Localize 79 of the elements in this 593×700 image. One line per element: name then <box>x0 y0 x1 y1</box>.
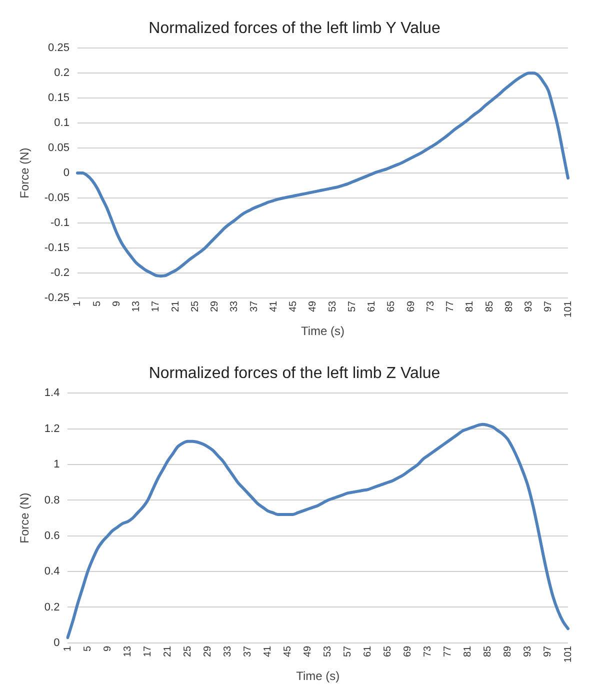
x-tick-label: 37 <box>242 645 254 658</box>
x-tick-label: 65 <box>386 300 398 312</box>
x-tick-label: 81 <box>462 645 474 658</box>
x-tick-label: 61 <box>362 645 374 658</box>
y-tick-label: 0.6 <box>44 530 60 542</box>
x-tick-label: 65 <box>382 645 394 658</box>
y-tick-label: 0.05 <box>48 142 70 154</box>
x-tick-label: 93 <box>522 645 534 658</box>
y-tick-label: 0 <box>54 636 60 649</box>
y-axis-title: Force (N) <box>18 148 32 198</box>
x-tick-label: 45 <box>288 300 300 312</box>
x-tick-label: 21 <box>170 300 182 312</box>
y-tick-label: 0.1 <box>54 117 70 130</box>
x-tick-label: 69 <box>402 645 414 658</box>
x-tick-label: 41 <box>268 300 280 312</box>
x-tick-label: 89 <box>502 645 514 658</box>
x-tick-label: 57 <box>346 300 358 312</box>
y-tick-label: -0.05 <box>44 192 70 204</box>
y-tick-label: -0.25 <box>44 292 70 304</box>
chart-title: Normalized forces of the left limb Z Value <box>148 365 440 382</box>
chart-title: Normalized forces of the left limb Y Value <box>148 20 440 38</box>
y-axis-title: Force (N) <box>18 492 32 544</box>
x-tick-label: 101 <box>562 645 574 663</box>
x-tick-label: 97 <box>542 645 554 658</box>
x-tick-label: 1 <box>62 645 74 652</box>
y-tick-label: -0.15 <box>44 242 70 254</box>
x-tick-label: 33 <box>222 645 234 658</box>
y-tick-label: 0.4 <box>44 566 60 578</box>
x-tick-label: 13 <box>131 300 142 312</box>
x-tick-label: 37 <box>248 300 260 312</box>
x-tick-label: 1 <box>72 300 84 306</box>
x-tick-label: 85 <box>482 645 494 658</box>
y-tick-label: -0.2 <box>50 266 70 279</box>
x-tick-label: 97 <box>543 300 554 312</box>
x-tick-label: 73 <box>422 645 434 658</box>
x-tick-label: 93 <box>524 300 535 312</box>
x-tick-label: 57 <box>342 645 354 658</box>
x-tick-label: 9 <box>111 300 122 306</box>
x-tick-label: 89 <box>504 300 515 312</box>
y-tick-label: 0.25 <box>48 42 70 54</box>
x-tick-label: 5 <box>82 645 94 652</box>
y-tick-label: 1.2 <box>44 422 60 435</box>
y-tick-label: 1 <box>54 458 60 471</box>
y-tick-label: 0.2 <box>54 67 70 80</box>
y-tick-label: 0.8 <box>44 494 60 506</box>
x-tick-label: 5 <box>92 300 103 306</box>
x-tick-label: 41 <box>262 645 274 658</box>
x-tick-label: 25 <box>182 645 194 658</box>
x-axis-title: Time (s) <box>296 669 340 684</box>
x-tick-label: 77 <box>445 300 456 312</box>
x-tick-label: 81 <box>464 300 476 312</box>
x-tick-label: 17 <box>142 645 154 658</box>
x-tick-label: 73 <box>425 300 436 312</box>
x-tick-label: 77 <box>442 645 454 658</box>
x-tick-label: 53 <box>327 300 338 312</box>
x-tick-label: 61 <box>366 300 378 312</box>
x-tick-label: 29 <box>202 645 214 658</box>
x-tick-label: 49 <box>302 645 314 658</box>
x-tick-label: 13 <box>122 645 134 658</box>
y-tick-label: 0.15 <box>48 92 70 104</box>
x-tick-label: 69 <box>406 300 417 312</box>
line-series <box>66 422 570 640</box>
x-tick-label: 101 <box>562 300 574 318</box>
x-tick-label: 17 <box>150 300 162 312</box>
x-tick-label: 85 <box>484 300 496 312</box>
x-tick-label: 21 <box>162 645 174 658</box>
x-tick-label: 45 <box>282 645 294 658</box>
y-tick-label: 1.4 <box>44 387 60 400</box>
x-tick-label: 33 <box>229 300 240 312</box>
y-tick-label: 0 <box>63 167 70 180</box>
y-tick-label: -0.1 <box>50 217 70 230</box>
x-tick-label: 9 <box>102 645 114 652</box>
x-tick-label: 49 <box>308 300 319 312</box>
x-axis-title: Time (s) <box>300 324 345 338</box>
x-tick-label: 53 <box>322 645 334 658</box>
line-series <box>76 72 570 278</box>
x-tick-label: 25 <box>190 300 201 312</box>
x-tick-label: 29 <box>210 300 221 312</box>
y-tick-label: 0.2 <box>44 601 60 614</box>
